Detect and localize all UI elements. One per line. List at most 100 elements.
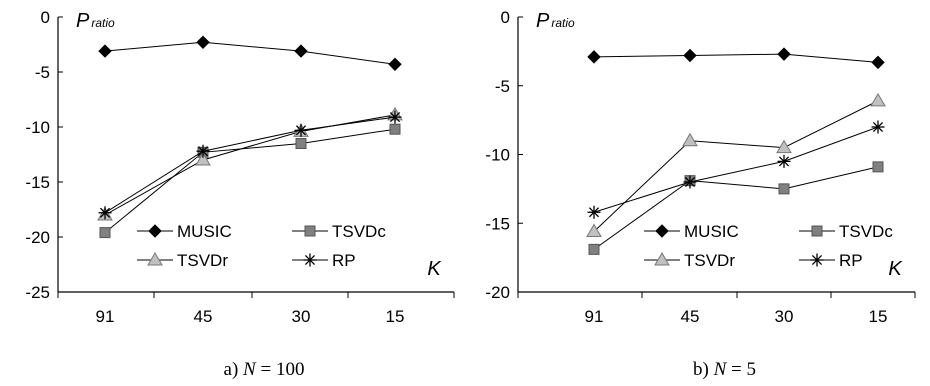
legend-marker [655,224,669,238]
asterisk-stroke [811,254,823,266]
data-point [295,138,307,149]
legend-entry-rp: RP [799,251,863,270]
series-line-music [104,41,396,65]
series-line-music [593,53,879,63]
caption-rest: = 5 [726,359,756,380]
data-point [588,243,600,255]
legend-marker [810,253,824,267]
caption-var: N [713,359,728,380]
legend-marker [811,225,823,237]
legend-entry-music: MUSIC [644,222,739,241]
x-tick-label: 45 [681,307,700,326]
series-line-tsvdc [104,128,396,233]
y-tick-label: 0 [41,8,50,27]
x-tick-label: 30 [292,307,311,326]
y-tick-label: -20 [485,283,510,302]
asterisk-stroke [684,176,696,188]
series-music [98,35,402,72]
y-axis-label-sub: ratio [91,16,115,30]
legend-entry-rp: RP [292,251,356,270]
y-tick-label: -25 [25,283,50,302]
data-point [587,205,601,219]
x-tick-label: 91 [585,307,604,326]
asterisk-stroke [304,254,316,266]
data-point [777,47,791,61]
series-tsvdr [586,92,886,237]
x-axis-label: K [888,258,903,280]
y-tick-label: -5 [35,63,50,82]
data-point [776,139,792,154]
x-tick-label: 91 [96,307,115,326]
legend-marker [303,253,317,267]
series-line-tsvdr [593,100,879,232]
y-tick-label: -5 [495,77,510,96]
data-point [683,175,697,189]
y-tick-label: -15 [25,173,50,192]
caption-prefix: a) [224,359,244,380]
caption-var: N [242,359,257,380]
series-line-rp [593,126,879,213]
x-tick-label: 15 [386,307,405,326]
data-point [196,35,210,50]
legend-label: TSVDc [332,222,386,241]
data-point [587,50,601,64]
x-axis-label: K [427,258,442,280]
legend-label: MUSIC [177,222,232,241]
asterisk-stroke [872,121,884,133]
legend-entry-tsvdc: TSVDc [799,222,893,241]
data-point [98,44,112,58]
legend-marker [148,224,162,238]
legend-label: TSVDr [684,251,735,270]
data-point [195,152,211,166]
chart-panel-1: 0 -5 -10 -15 -20 -25 91 45 30 15 P ratio K MUSIC TSVDc… [25,8,455,380]
x-tick-label: 15 [869,307,888,326]
asterisk-stroke [778,156,790,167]
data-point [871,120,885,134]
data-point [777,154,791,168]
y-axis-label-var: P [76,10,90,32]
data-point [778,183,790,195]
data-point [196,144,210,158]
caption-rest: = 100 [256,359,305,380]
legend-entry-tsvdc: TSVDc [292,222,386,241]
legend: MUSIC TSVDc TSVDr RP [644,222,893,270]
data-point [294,123,308,137]
x-tick-label: 30 [775,307,794,326]
y-axis-label-var: P [536,10,550,32]
legend: MUSIC TSVDc TSVDr RP [137,222,386,270]
legend-label: RP [839,251,863,270]
data-point [388,110,402,124]
data-point [388,57,402,72]
y-tick-label: -10 [25,118,50,137]
legend-entry-tsvdr: TSVDr [137,251,228,270]
data-point [683,48,697,63]
legend-entry-tsvdr: TSVDr [644,251,735,270]
data-point [872,161,884,173]
data-point [98,206,112,220]
data-point [586,223,602,237]
y-tick-label: -10 [485,146,510,165]
y-axis-label-sub: ratio [551,16,575,30]
asterisk-stroke [197,146,209,157]
series-rp [98,110,402,220]
series-tsvdr [97,106,403,221]
legend-label: MUSIC [684,222,739,241]
legend-marker [654,252,670,266]
data-point [389,123,401,135]
legend-marker [147,252,163,266]
legend-label: RP [332,251,356,270]
series-line-tsvdc [593,166,879,250]
asterisk-stroke [99,207,111,218]
data-point [99,227,111,239]
y-tick-label: -20 [25,228,50,247]
legend-entry-music: MUSIC [137,222,232,241]
legend-label: TSVDr [177,251,228,270]
caption-prefix: b) [693,359,714,380]
legend-label: TSVDc [839,222,893,241]
series-music [587,47,885,70]
legend-marker [304,225,316,237]
series-line-tsvdr [104,114,396,216]
asterisk-stroke [295,125,307,136]
